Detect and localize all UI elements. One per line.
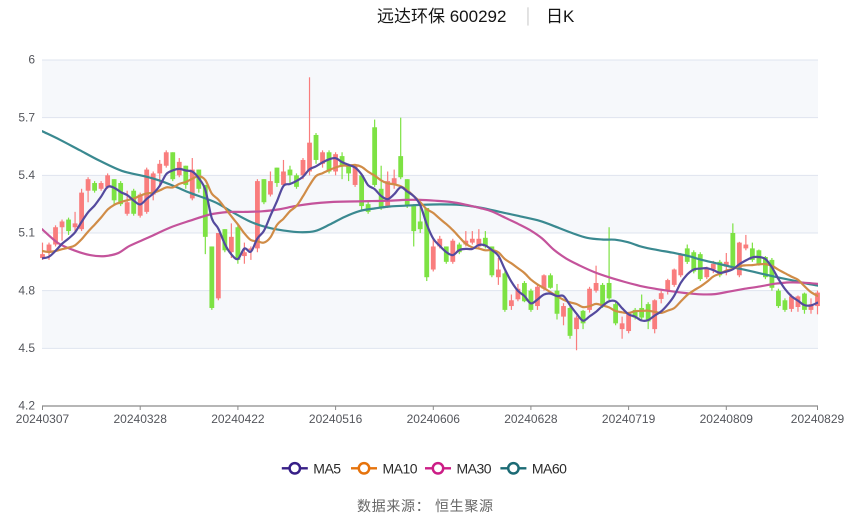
svg-text:4.2: 4.2 [18,399,35,413]
svg-text:数据来源： 恒生聚源: 数据来源： 恒生聚源 [357,498,493,514]
svg-text:20240606: 20240606 [407,412,461,426]
svg-text:5.4: 5.4 [18,168,35,182]
svg-text:MA5: MA5 [313,460,341,476]
svg-text:│: │ [524,7,533,26]
svg-text:20240719: 20240719 [602,412,656,426]
svg-text:20240328: 20240328 [114,412,168,426]
svg-text:20240307: 20240307 [16,412,70,426]
svg-text:20240829: 20240829 [791,412,845,426]
svg-text:20240628: 20240628 [504,412,558,426]
svg-text:5.1: 5.1 [18,226,35,240]
svg-text:6: 6 [28,53,35,67]
svg-text:20240422: 20240422 [211,412,265,426]
svg-text:20240516: 20240516 [309,412,363,426]
svg-text:MA60: MA60 [532,460,567,476]
svg-text:5.7: 5.7 [18,110,35,124]
svg-text:20240809: 20240809 [700,412,754,426]
svg-text:MA30: MA30 [457,460,492,476]
svg-text:4.8: 4.8 [18,283,35,297]
svg-text:4.5: 4.5 [18,341,35,355]
svg-text:日K: 日K [546,7,575,26]
svg-text:远达环保 600292: 远达环保 600292 [377,7,506,26]
svg-text:MA10: MA10 [383,460,418,476]
